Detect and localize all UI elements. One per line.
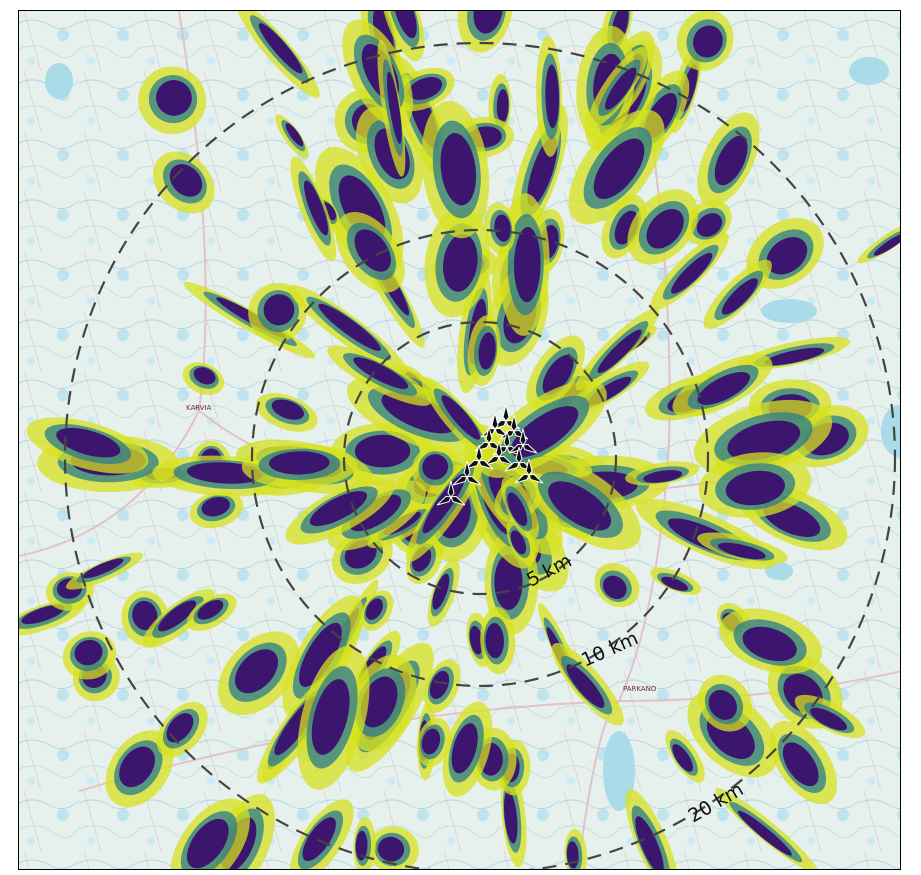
shadow-blob <box>473 11 503 34</box>
shadow-blob <box>119 746 155 788</box>
shadow-blob <box>365 598 383 620</box>
shadow-blob <box>443 233 478 292</box>
shadow-blob <box>258 23 303 74</box>
shadow-blob <box>318 303 381 351</box>
shadow-blob <box>485 622 504 659</box>
town-label-karvia: KARVIA <box>186 404 212 412</box>
shadow-blob <box>421 728 441 755</box>
shadow-blob <box>441 395 481 440</box>
town-label-parkano: PARKANO <box>623 685 657 693</box>
shadow-blob <box>386 71 402 144</box>
shadow-blob <box>156 80 192 116</box>
shadow-blob <box>56 427 121 458</box>
shadow-blob <box>285 123 304 147</box>
wind-turbine-icon <box>508 428 538 454</box>
shadow-blob <box>494 554 523 610</box>
shadow-blob <box>197 600 224 620</box>
shadow-blob <box>672 744 693 772</box>
shadow-blob <box>271 399 305 420</box>
shadow-blob <box>360 676 398 728</box>
ring-10km <box>250 228 710 688</box>
shadow-blob <box>393 11 417 39</box>
shadow-blob <box>263 294 295 326</box>
shadow-blob <box>381 392 456 434</box>
shadow-blob <box>377 836 405 862</box>
shadow-blob <box>782 742 819 787</box>
shadow-blob <box>494 214 511 242</box>
shadow-blob <box>299 622 342 687</box>
shadow-blob <box>478 332 496 370</box>
ring-5km <box>342 320 618 596</box>
shadow-blob <box>714 135 748 186</box>
shadow-blob <box>503 790 518 844</box>
shadow-blob <box>353 357 409 389</box>
shadow-blob <box>873 233 900 256</box>
shadow-blob <box>717 542 766 560</box>
shadow-blob <box>166 713 194 743</box>
shadow-blob <box>635 816 664 869</box>
shadow-blob <box>764 347 825 366</box>
shadow-blob <box>269 451 330 475</box>
shadow-blob <box>193 367 216 385</box>
shadow-blob <box>432 573 450 610</box>
shadow-blob <box>646 208 684 249</box>
shadow-blob <box>304 180 329 236</box>
shadow-blob <box>429 670 450 699</box>
shadow-blob <box>302 817 336 862</box>
shadow-blob <box>349 494 402 532</box>
shadow-blob <box>496 89 509 123</box>
ring-20km <box>64 42 896 869</box>
shadow-blob <box>510 530 527 555</box>
shadow-blob <box>514 226 541 303</box>
shadow-blob <box>742 626 797 662</box>
shadow-flicker-areas <box>19 11 900 869</box>
shadow-blob <box>309 491 368 527</box>
shadow-blob <box>671 252 713 294</box>
shadow-blob <box>158 600 197 632</box>
map-frame: KARVIA PARKANO 5 km 10 km 20 km <box>18 10 901 870</box>
shadow-blob <box>605 67 637 110</box>
map-canvas: KARVIA PARKANO 5 km 10 km 20 km <box>19 11 900 869</box>
shadow-blob <box>548 481 612 531</box>
shadow-blob <box>693 25 723 58</box>
shadow-blob <box>507 492 528 527</box>
shadow-blob <box>469 625 484 655</box>
shadow-blob <box>566 664 605 708</box>
shadow-blob <box>83 558 124 579</box>
shadow-blob <box>643 470 683 483</box>
shadow-blob <box>810 707 848 731</box>
shadow-blob <box>311 679 350 755</box>
shadow-blob <box>737 810 792 856</box>
shadow-blob <box>542 354 574 395</box>
shadow-blob <box>355 830 368 861</box>
wind-turbine-icon <box>452 460 482 486</box>
shadow-blob <box>545 64 559 129</box>
shadow-blob <box>440 133 477 206</box>
shadow-blob <box>697 371 751 405</box>
turbine-cluster <box>436 404 544 506</box>
shadow-blob <box>354 434 411 468</box>
shadow-blob <box>235 649 279 694</box>
shadow-blob <box>186 818 229 869</box>
shadow-blob <box>708 689 737 720</box>
shadow-blob <box>766 237 808 275</box>
shadow-blob <box>725 470 785 506</box>
shadow-blob <box>696 213 723 237</box>
shadow-blob <box>593 138 645 200</box>
shadow-blob <box>597 329 642 374</box>
shadow-blob <box>132 600 158 631</box>
shadow-blob <box>451 723 478 774</box>
shadow-blob <box>21 605 65 625</box>
shadow-blob <box>408 77 443 100</box>
shadow-blob <box>721 278 758 315</box>
shadow-blob <box>661 576 688 591</box>
shadow-blob <box>422 454 449 480</box>
wind-turbine-icon <box>436 480 466 506</box>
wind-turbine-icon <box>514 458 544 484</box>
shadow-blob <box>201 496 230 517</box>
lakes <box>45 57 900 811</box>
shadow-blob <box>727 420 801 461</box>
shadow-blob <box>74 639 103 666</box>
shadow-blob <box>602 575 627 599</box>
